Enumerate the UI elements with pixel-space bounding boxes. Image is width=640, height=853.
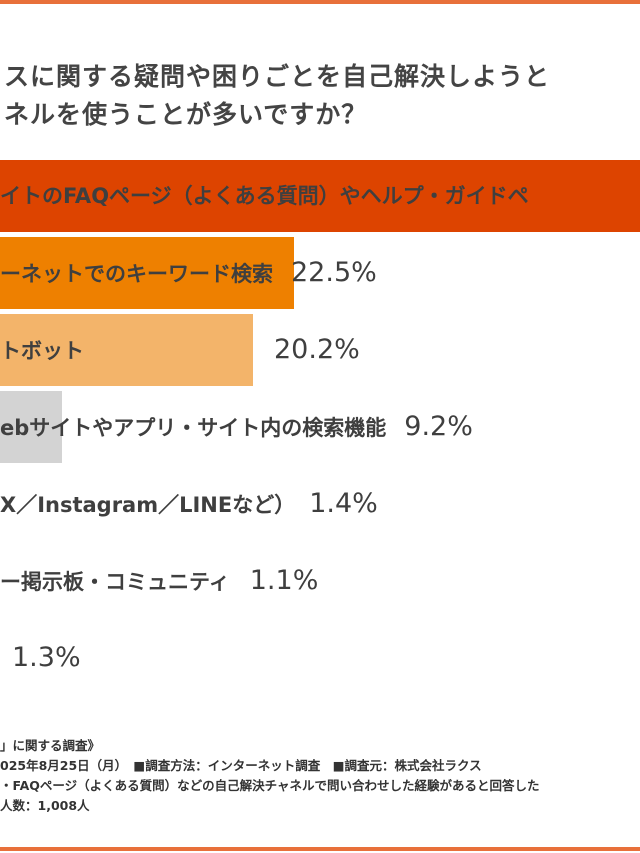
- category-label: ー掲示板・コミュニティ: [0, 570, 230, 594]
- bar-row: 1.3%: [0, 622, 640, 694]
- value-label: 1.4%: [309, 488, 378, 519]
- bar-row: ー掲示板・コミュニティ 1.1%: [0, 545, 640, 617]
- note-line: 人数：1,008人: [0, 798, 90, 813]
- value-label: 9.2%: [404, 411, 473, 442]
- value-label: 1.3%: [12, 642, 81, 673]
- bar-row: ebサイトやアプリ・サイト内の検索機能 9.2%: [0, 391, 640, 463]
- category-label: ーネットでのキーワード検索: [0, 262, 273, 286]
- category-label: ebサイトやアプリ・サイト内の検索機能: [0, 416, 387, 440]
- bar-label-group: X／Instagram／LINEなど） 1.4%: [0, 468, 378, 540]
- bar: [0, 314, 254, 386]
- bar-row: イトのFAQページ（よくある質問）やヘルプ・ガイドペ: [0, 160, 640, 232]
- bar-row: トボット 20.2%: [0, 314, 640, 386]
- category-label: イトのFAQページ（よくある質問）やヘルプ・ガイドペ: [0, 184, 529, 208]
- value-label: 20.2%: [274, 334, 360, 365]
- bar: [0, 237, 294, 309]
- bar-label-group: 1.3%: [12, 622, 81, 694]
- bar-row: ーネットでのキーワード検索 22.5%: [0, 237, 640, 309]
- bar-label-group: ーネットでのキーワード検索 22.5%: [0, 237, 377, 309]
- category-label: トボット: [0, 339, 84, 363]
- chart-title: スに関する疑問や困りごとを自己解決しようと ネルを使うことが多いですか？: [4, 58, 550, 134]
- bar-label-group: ー掲示板・コミュニティ 1.1%: [0, 545, 318, 617]
- bar: [0, 160, 640, 232]
- bar-label-group: イトのFAQページ（よくある質問）やヘルプ・ガイドペ: [0, 160, 529, 232]
- bar-label-group: トボット 20.2%: [0, 314, 360, 386]
- bar: [0, 391, 63, 463]
- bar-label-group: ebサイトやアプリ・サイト内の検索機能 9.2%: [0, 391, 473, 463]
- note-line: 025年8月25日（月） ■調査方法：インターネット調査 ■調査元：株式会社ラク…: [0, 758, 482, 773]
- bottom-rule: [0, 847, 640, 851]
- category-label: X／Instagram／LINEなど）: [0, 493, 296, 517]
- value-label: 22.5%: [291, 257, 377, 288]
- bar-row: X／Instagram／LINEなど） 1.4%: [0, 468, 640, 540]
- note-line: 」に関する調査》: [0, 738, 101, 753]
- top-rule: [0, 0, 640, 4]
- title-line-1: スに関する疑問や困りごとを自己解決しようと: [4, 62, 551, 91]
- survey-notes: 」に関する調査》 025年8月25日（月） ■調査方法：インターネット調査 ■調…: [0, 736, 540, 816]
- value-label: 1.1%: [249, 565, 319, 596]
- title-line-2: ネルを使うことが多いですか？: [4, 100, 368, 129]
- note-line: ・FAQページ（よくある質問）などの自己解決チャネルで問い合わせした経験があると…: [0, 778, 540, 793]
